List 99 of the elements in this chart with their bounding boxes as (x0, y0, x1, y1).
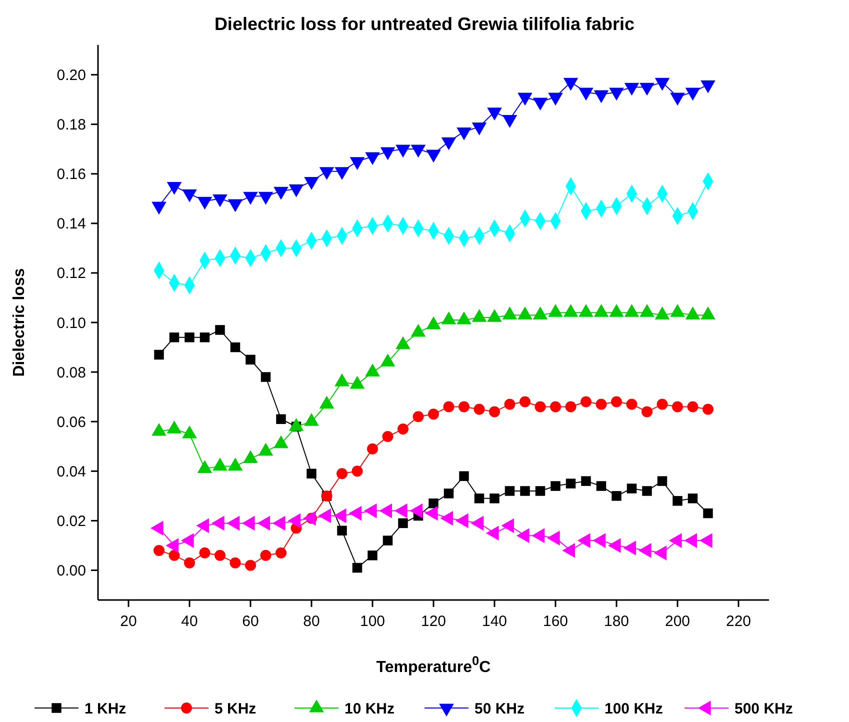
point (367, 443, 378, 454)
point (626, 484, 637, 494)
point (504, 398, 516, 410)
point (245, 560, 256, 571)
point (199, 547, 210, 558)
point (642, 406, 652, 418)
point (306, 468, 316, 479)
point (474, 404, 485, 415)
point (550, 481, 560, 491)
point (428, 408, 439, 420)
point (260, 550, 272, 561)
point (687, 401, 698, 412)
legend-label: 500 KHz (734, 700, 793, 718)
legend-label: 5 KHz (214, 700, 256, 718)
y-axis-title: Dielectric loss (11, 268, 28, 377)
point (702, 404, 714, 415)
point (154, 350, 164, 360)
point (566, 478, 576, 488)
point (504, 486, 515, 496)
legend-label: 50 KHz (474, 700, 525, 718)
x-tick-label: 120 (420, 613, 446, 630)
point (276, 414, 286, 424)
x-tick-label: 160 (542, 613, 568, 630)
point (184, 557, 195, 568)
point (169, 332, 180, 342)
point (154, 544, 164, 556)
point (398, 518, 408, 528)
point (382, 536, 393, 546)
y-tick-label: 0.14 (56, 216, 86, 233)
point (398, 424, 408, 435)
x-tick-label: 220 (726, 613, 752, 630)
point (520, 486, 530, 496)
point (688, 494, 698, 504)
point (657, 476, 668, 486)
point (458, 401, 470, 412)
point (489, 406, 500, 418)
x-tick-label: 100 (360, 613, 386, 630)
point (215, 325, 225, 335)
point (565, 401, 576, 412)
legend-label: 100 KHz (604, 700, 663, 718)
y-tick-label: 0.06 (56, 414, 86, 431)
point (352, 466, 363, 477)
point (703, 508, 713, 518)
point (276, 547, 286, 558)
point (581, 476, 591, 486)
x-axis-title: Temperature$^{0}$C (376, 652, 492, 676)
point (336, 468, 348, 480)
point (168, 550, 180, 561)
point (535, 486, 546, 496)
y-tick-label: 0.16 (56, 166, 86, 184)
point (230, 342, 240, 352)
point (260, 372, 271, 382)
chart-title: Dielectric loss for untreated Grewia tilifolia fabric (214, 14, 635, 34)
point (428, 498, 438, 508)
y-tick-label: 0.08 (56, 364, 86, 382)
point (672, 496, 682, 506)
point (459, 471, 469, 481)
point (412, 411, 424, 422)
point (443, 401, 454, 412)
y-tick-label: 0.10 (56, 314, 86, 332)
point (656, 398, 668, 410)
point (672, 401, 683, 412)
x-tick-label: 20 (120, 613, 137, 630)
point (382, 430, 394, 442)
point (626, 398, 638, 410)
point (534, 401, 546, 412)
x-tick-label: 80 (303, 613, 320, 630)
x-tick-label: 180 (604, 613, 630, 630)
x-tick-label: 140 (482, 613, 508, 630)
point (611, 396, 622, 408)
point (642, 486, 652, 496)
point (596, 481, 606, 491)
point (352, 562, 362, 573)
point (444, 488, 454, 498)
point (200, 332, 210, 342)
y-tick-label: 0.18 (56, 116, 86, 134)
y-tick-label: 0.12 (56, 265, 86, 282)
legend-label: 1 KHz (84, 700, 126, 718)
point (520, 396, 530, 408)
point (214, 550, 226, 561)
point (368, 550, 378, 560)
point (580, 396, 592, 408)
point (337, 526, 347, 536)
y-tick-label: 0.04 (56, 463, 86, 480)
point (230, 557, 241, 568)
point (612, 491, 622, 501)
y-tick-label: 0.20 (56, 66, 86, 84)
y-tick-label: 0.02 (56, 512, 86, 530)
point (246, 354, 256, 365)
x-tick-label: 60 (242, 613, 259, 630)
point (184, 332, 194, 342)
point (550, 401, 561, 412)
point (596, 398, 607, 410)
point (474, 494, 484, 504)
point (490, 494, 500, 504)
y-tick-label: 0.00 (56, 562, 86, 580)
x-tick-label: 200 (664, 613, 690, 630)
x-tick-label: 40 (181, 613, 198, 630)
legend-label: 10 KHz (344, 700, 395, 718)
